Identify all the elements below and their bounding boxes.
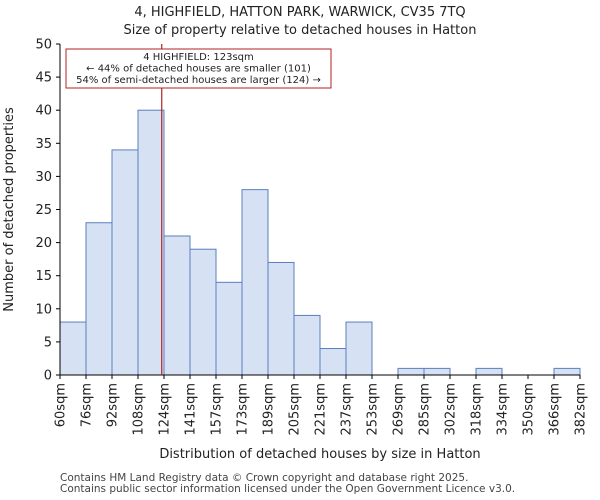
x-tick-label-92sqm: 92sqm (106, 383, 121, 427)
y-tick-label-40: 40 (35, 104, 52, 119)
x-tick-label-302sqm: 302sqm (444, 383, 459, 436)
y-tick-label-0: 0 (44, 369, 52, 384)
bar-221sqm (319, 348, 347, 376)
bar-60sqm (59, 321, 87, 376)
x-axis-label: Distribution of detached houses by size … (159, 447, 480, 462)
bar-366sqm (553, 367, 581, 376)
bar-157sqm (215, 281, 243, 376)
bar-189sqm (267, 261, 295, 376)
x-tick-label-157sqm: 157sqm (210, 383, 225, 436)
x-tick-label-221sqm: 221sqm (314, 383, 329, 436)
x-tick-label-108sqm: 108sqm (132, 383, 147, 436)
x-tick-label-141sqm: 141sqm (184, 383, 199, 436)
x-tick-label-334sqm: 334sqm (496, 383, 511, 436)
x-tick-label-189sqm: 189sqm (262, 383, 277, 436)
bar-285sqm (423, 367, 451, 376)
bar-92sqm (111, 149, 139, 376)
x-tick-label-173sqm: 173sqm (236, 383, 251, 436)
annotation-line-1: 4 HIGHFIELD: 123sqm (143, 52, 254, 63)
bar-237sqm (345, 321, 373, 376)
y-tick-label-35: 35 (35, 137, 52, 152)
x-tick-label-318sqm: 318sqm (470, 383, 485, 436)
bar-108sqm (137, 109, 165, 376)
x-tick-label-124sqm: 124sqm (158, 383, 173, 436)
x-tick-label-382sqm: 382sqm (574, 383, 589, 436)
y-tick-label-20: 20 (35, 236, 52, 251)
x-tick-label-285sqm: 285sqm (418, 383, 433, 436)
attribution-line-1: Contains HM Land Registry data © Crown c… (60, 472, 469, 484)
x-tick-label-60sqm: 60sqm (54, 383, 69, 427)
bar-124sqm (163, 235, 191, 376)
x-tick-label-76sqm: 76sqm (80, 383, 95, 427)
y-tick-label-15: 15 (35, 269, 52, 284)
y-tick-label-30: 30 (35, 170, 52, 185)
bar-269sqm (397, 367, 425, 376)
bar-173sqm (241, 189, 269, 376)
bar-76sqm (85, 222, 113, 376)
chart-title-address: 4, HIGHFIELD, HATTON PARK, WARWICK, CV35… (134, 5, 466, 20)
attribution-footer: Contains HM Land Registry data © Crown c… (60, 473, 515, 495)
attribution-line-2: Contains public sector information licen… (60, 483, 516, 495)
annotation-line-3: 54% of semi-detached houses are larger (… (76, 75, 321, 86)
x-tick-label-205sqm: 205sqm (288, 383, 303, 436)
y-tick-label-5: 5 (44, 335, 52, 350)
y-tick-label-50: 50 (35, 38, 52, 53)
y-tick-label-25: 25 (35, 203, 52, 218)
bar-141sqm (189, 248, 217, 376)
annotation-box (65, 48, 332, 89)
x-tick-label-253sqm: 253sqm (366, 383, 381, 436)
x-tick-label-350sqm: 350sqm (522, 383, 537, 436)
y-tick-label-45: 45 (35, 71, 52, 86)
x-tick-label-237sqm: 237sqm (340, 383, 355, 436)
x-tick-label-269sqm: 269sqm (392, 383, 407, 436)
y-tick-label-10: 10 (35, 302, 52, 317)
bar-318sqm (475, 367, 503, 376)
y-axis-label: Number of detached properties (2, 107, 17, 312)
x-tick-label-366sqm: 366sqm (548, 383, 563, 436)
chart-subtitle: Size of property relative to detached ho… (123, 23, 477, 38)
chart-title-block: 4, HIGHFIELD, HATTON PARK, WARWICK, CV35… (0, 4, 600, 40)
bar-205sqm (293, 314, 321, 376)
annotation-line-2: ← 44% of detached houses are smaller (10… (86, 64, 311, 75)
